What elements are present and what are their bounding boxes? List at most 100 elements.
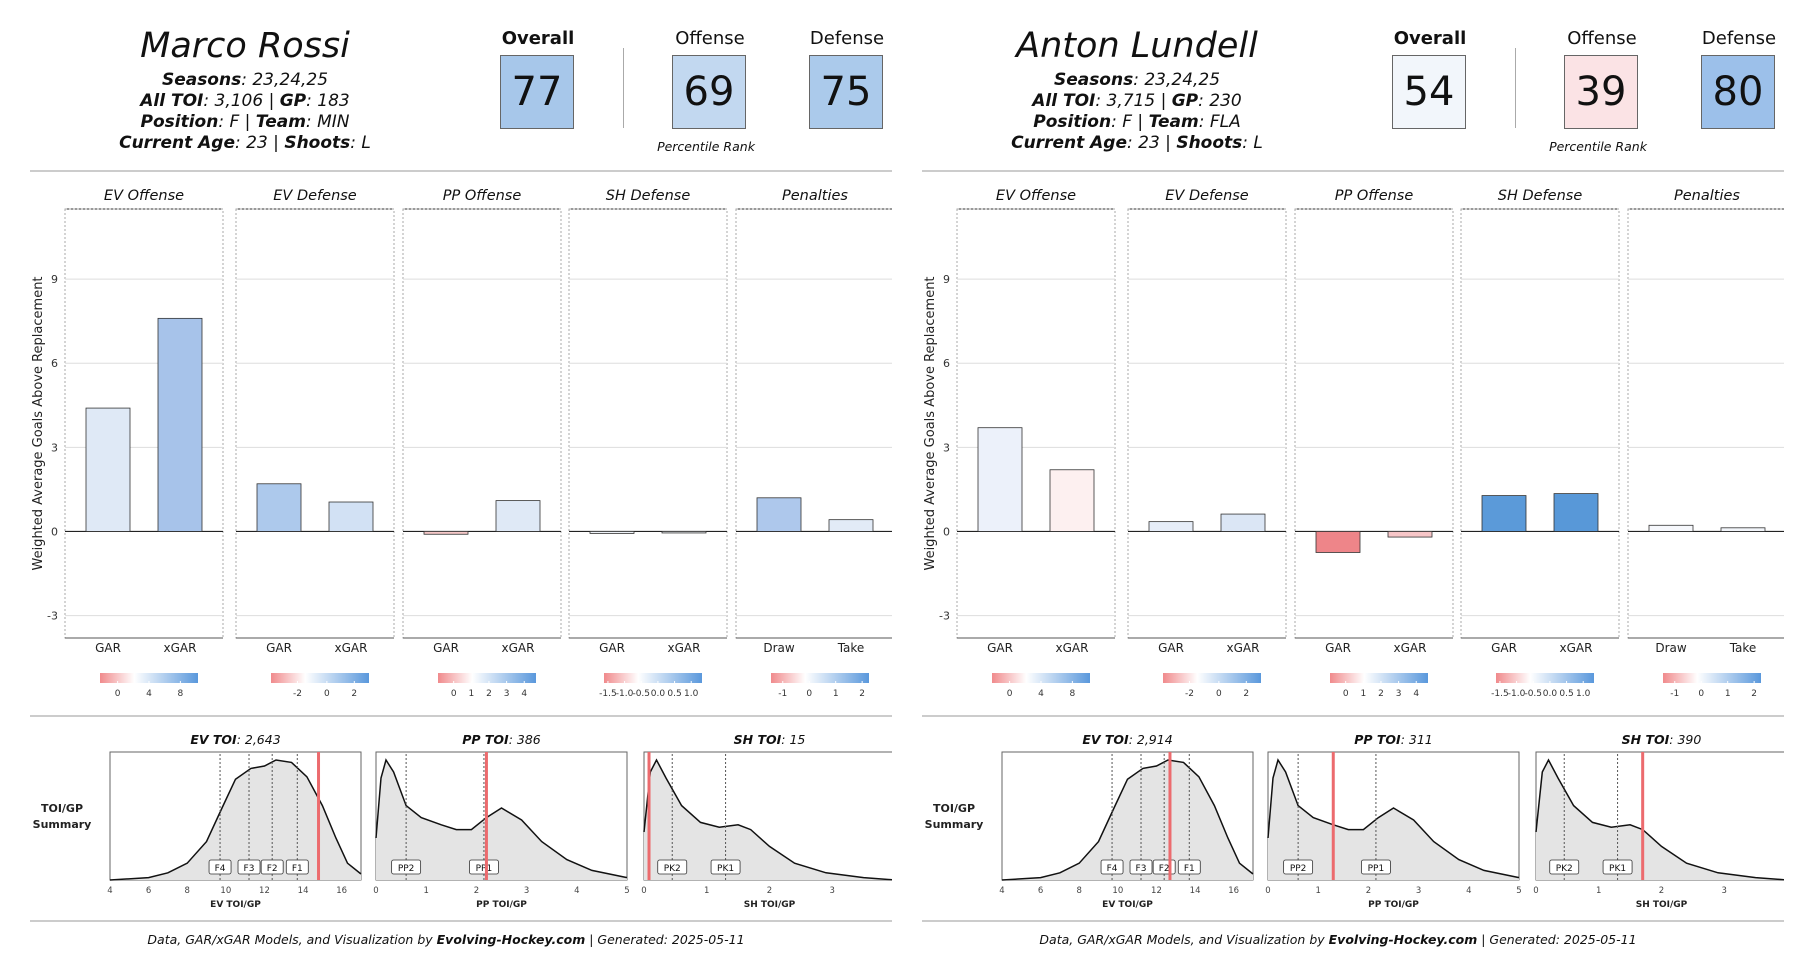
bar-xgar: [661, 531, 707, 534]
rank-offense-value: 39: [1564, 55, 1638, 129]
bar-xgar: [1220, 513, 1266, 532]
legend-tick-label: 1: [833, 689, 839, 699]
x-tick-label: GAR: [987, 641, 1013, 655]
info-toi-gp: All TOI: 3,106 | GP: 183: [140, 91, 350, 111]
line-marker-label: PP1: [476, 864, 493, 874]
line-marker-label: PK1: [1609, 864, 1626, 874]
legend-colorbar: [771, 673, 869, 683]
info-age-shoots: Current Age: 23 | Shoots: L: [119, 133, 371, 153]
bar-draw: [756, 497, 802, 532]
line-marker-box: [1283, 859, 1314, 875]
footer: Data, GAR/xGAR Models, and Visualization…: [147, 932, 745, 947]
bar-gar: [1148, 521, 1194, 532]
toi-density-line: [375, 758, 628, 879]
toi-x-tick: 8: [1077, 886, 1082, 896]
toi-x-label: EV TOI/GP: [1102, 900, 1153, 910]
x-tick-label: xGAR: [164, 641, 197, 655]
legend-tick-label: 3: [504, 689, 510, 699]
y-tick-label: 3: [51, 441, 58, 454]
legend-tick-label: 2: [486, 689, 492, 699]
line-marker-label: F2: [1159, 864, 1170, 874]
bar-gar: [589, 531, 635, 534]
info-seasons: Seasons: 23,24,25: [161, 70, 329, 90]
percentile-rank-label: Percentile Rank: [1549, 139, 1647, 154]
panel-frame: [1127, 208, 1287, 639]
panel-frame: [1627, 208, 1784, 639]
toi-x-tick: 3: [1416, 886, 1421, 896]
toi-x-tick: 2: [767, 886, 772, 896]
bar-take: [1720, 527, 1766, 532]
legend-colorbar: [100, 673, 198, 683]
line-marker-box: [208, 859, 232, 875]
legend-tick-label: 0.0: [1543, 689, 1558, 699]
legend-tick-label: -0.5: [1524, 689, 1542, 699]
toi-title: PP TOI: 386: [462, 732, 541, 747]
panel-title: EV Defense: [273, 188, 357, 204]
panel-title: PP Offense: [443, 188, 522, 204]
toi-density-area: [1536, 760, 1784, 880]
bar-gar: [423, 531, 469, 535]
toi-x-tick: 1: [423, 886, 428, 896]
rank-defense-label: Defense: [1701, 28, 1777, 49]
toi-density-line: [1001, 759, 1254, 881]
toi-x-tick: 14: [298, 886, 309, 896]
legend-tick-label: -1.5: [599, 689, 617, 699]
toi-x-tick: 3: [1722, 886, 1727, 896]
legend-tick-label: -0.5: [632, 689, 650, 699]
legend-tick-label: 1.0: [1576, 689, 1591, 699]
x-tick-label: Take: [1729, 641, 1757, 655]
footer: Data, GAR/xGAR Models, and Visualization…: [1039, 932, 1637, 947]
legend-tick-label: 4: [1038, 689, 1044, 699]
legend-tick-label: 0: [1216, 689, 1222, 699]
bar-xgar: [328, 501, 374, 532]
toi-title: EV TOI: 2,643: [190, 732, 280, 747]
panel-frame: [1460, 208, 1620, 639]
toi-density-line: [1267, 758, 1520, 879]
toi-summary-label: Summary: [925, 818, 984, 831]
legend-tick-label: 3: [1396, 689, 1402, 699]
x-tick-label: xGAR: [1560, 641, 1593, 655]
legend-tick-label: -1: [1670, 689, 1679, 699]
x-tick-label: GAR: [433, 641, 459, 655]
x-tick-label: GAR: [266, 641, 292, 655]
rank-offense-label: Offense: [675, 28, 745, 49]
line-marker-label: F3: [244, 864, 255, 874]
toi-title: PP TOI: 311: [1354, 732, 1433, 747]
panel-title: PP Offense: [1335, 188, 1414, 204]
toi-x-label: EV TOI/GP: [210, 900, 261, 910]
line-marker-label: F2: [267, 864, 278, 874]
toi-x-tick: 12: [259, 886, 270, 896]
x-tick-label: Draw: [1655, 641, 1687, 655]
player-name: Anton Lundell: [1016, 26, 1258, 66]
gar-chart: Weighted Average Goals Above Replacement…: [30, 170, 892, 922]
legend-tick-label: -2: [1185, 689, 1194, 699]
rank-overall-label: Overall: [1393, 28, 1467, 49]
toi-title: SH TOI: 390: [1622, 732, 1702, 747]
legend-colorbar: [438, 673, 536, 683]
info-position-team: Position: F | Team: MIN: [140, 112, 350, 132]
line-marker-box: [260, 859, 284, 875]
legend-tick-label: 2: [1378, 689, 1384, 699]
toi-density-area: [1268, 760, 1519, 880]
toi-title: EV TOI: 2,914: [1082, 732, 1172, 747]
gar-chart: Weighted Average Goals Above Replacement…: [922, 170, 1784, 922]
x-tick-label: GAR: [1158, 641, 1184, 655]
x-tick-label: xGAR: [668, 641, 701, 655]
legend-tick-label: -1.5: [1491, 689, 1509, 699]
bar-xgar: [495, 500, 541, 532]
legend-tick-label: 0: [806, 689, 812, 699]
toi-x-tick: 5: [624, 886, 629, 896]
toi-x-tick: 4: [999, 886, 1004, 896]
line-marker-label: F4: [215, 864, 226, 874]
toi-x-tick: 2: [474, 886, 479, 896]
line-marker-box: [657, 859, 688, 875]
toi-x-tick: 6: [1038, 886, 1043, 896]
player-card-lundell: Anton Lundell Seasons: 23,24,25 All TOI:…: [892, 0, 1784, 954]
panel-title: SH Defense: [606, 188, 691, 204]
legend-tick-label: -1.0: [616, 689, 634, 699]
toi-x-label: PP TOI/GP: [1368, 900, 1419, 910]
panel-title: EV Offense: [104, 188, 184, 204]
toi-x-tick: 12: [1151, 886, 1162, 896]
bar-gar: [977, 427, 1023, 532]
